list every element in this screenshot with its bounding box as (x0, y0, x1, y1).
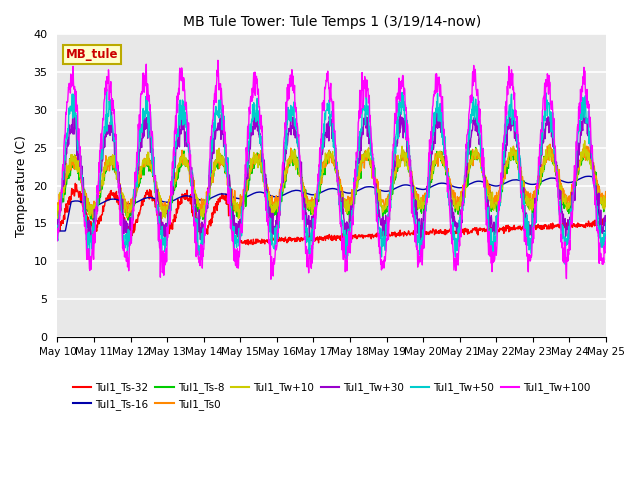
Tul1_Tw+10 (90, 219, 97, 225)
Tul1_Tw+50 (417, 240, 425, 246)
Line: Tul1_Tw+10: Tul1_Tw+10 (58, 141, 606, 222)
Line: Tul1_Ts-32: Tul1_Ts-32 (58, 183, 606, 245)
Tul1_Tw+100 (162, 246, 170, 252)
Tul1_Tw+50 (103, 86, 111, 92)
Tul1_Tw+30 (602, 224, 610, 229)
Tul1_Ts-8 (538, 174, 545, 180)
Tul1_Tw+30 (538, 153, 545, 158)
Tul1_Ts-32 (490, 228, 497, 234)
Tul1_Tw+100 (214, 58, 222, 63)
Tul1_Ts-32 (176, 199, 184, 205)
Tul1_Tw+30 (489, 227, 497, 232)
Tul1_Tw+100 (267, 276, 275, 282)
Tul1_Ts-32 (538, 227, 545, 232)
Tul1_Tw+50 (538, 145, 545, 151)
Tul1_Tw+30 (125, 241, 132, 247)
Tul1_Ts-8 (546, 144, 554, 150)
Tul1_Ts0 (163, 209, 170, 215)
Tul1_Ts0 (538, 162, 545, 168)
Tul1_Ts-8 (489, 198, 497, 204)
Tul1_Tw+30 (417, 218, 425, 224)
Tul1_Ts-32 (237, 240, 245, 246)
Tul1_Tw+50 (176, 122, 184, 128)
Line: Tul1_Ts-16: Tul1_Ts-16 (58, 176, 606, 231)
Tul1_Ts-16 (488, 182, 496, 188)
Tul1_Tw+50 (489, 239, 497, 245)
Tul1_Tw+10 (489, 201, 497, 207)
Tul1_Ts0 (90, 215, 97, 221)
Tul1_Tw+100 (490, 259, 497, 265)
Tul1_Tw+30 (506, 108, 513, 114)
Tul1_Ts-32 (163, 228, 170, 233)
Tul1_Ts-8 (163, 208, 170, 214)
Tul1_Tw+50 (602, 220, 610, 226)
Tul1_Tw+10 (538, 166, 545, 172)
Line: Tul1_Ts-8: Tul1_Ts-8 (58, 147, 606, 223)
Tul1_Tw+100 (538, 129, 545, 135)
Tul1_Tw+30 (54, 223, 61, 228)
Line: Tul1_Tw+50: Tul1_Tw+50 (58, 89, 606, 264)
Tul1_Ts-16 (417, 186, 424, 192)
Tul1_Tw+10 (417, 194, 425, 200)
Tul1_Ts-8 (602, 197, 610, 203)
Tul1_Tw+50 (163, 242, 170, 248)
Tul1_Tw+50 (54, 236, 61, 241)
Tul1_Tw+30 (176, 131, 184, 136)
Tul1_Ts-8 (55, 220, 63, 226)
Tul1_Tw+10 (176, 160, 184, 166)
Tul1_Ts-8 (176, 166, 184, 172)
Tul1_Tw+100 (418, 242, 426, 248)
Tul1_Ts0 (602, 195, 610, 201)
Tul1_Tw+30 (237, 219, 245, 225)
Line: Tul1_Tw+100: Tul1_Tw+100 (58, 60, 606, 279)
Tul1_Tw+100 (54, 238, 61, 243)
Title: MB Tule Tower: Tule Temps 1 (3/19/14-now): MB Tule Tower: Tule Temps 1 (3/19/14-now… (182, 15, 481, 29)
Legend: Tul1_Ts-32, Tul1_Ts-16, Tul1_Ts-8, Tul1_Ts0, Tul1_Tw+10, Tul1_Tw+30, Tul1_Tw+50,: Tul1_Ts-32, Tul1_Ts-16, Tul1_Ts-8, Tul1_… (68, 378, 595, 414)
Tul1_Ts0 (54, 207, 61, 213)
Tul1_Ts-32 (602, 222, 610, 228)
Tul1_Ts-32 (54, 219, 61, 225)
Tul1_Tw+10 (602, 196, 610, 202)
Tul1_Ts0 (489, 195, 497, 201)
Tul1_Ts-16 (54, 228, 61, 234)
Tul1_Ts-16 (237, 196, 244, 202)
Tul1_Ts-16 (162, 199, 170, 205)
Tul1_Tw+50 (561, 262, 569, 267)
Line: Tul1_Tw+30: Tul1_Tw+30 (58, 111, 606, 244)
Tul1_Ts-32 (418, 231, 426, 237)
Y-axis label: Temperature (C): Temperature (C) (15, 135, 28, 237)
Tul1_Tw+30 (163, 231, 170, 237)
Tul1_Ts-16 (537, 179, 545, 185)
Tul1_Tw+50 (237, 221, 245, 227)
Text: MB_tule: MB_tule (66, 48, 118, 61)
Tul1_Ts-32 (72, 180, 79, 186)
Tul1_Ts-8 (54, 204, 61, 209)
Line: Tul1_Ts0: Tul1_Ts0 (58, 144, 606, 218)
Tul1_Ts-8 (237, 206, 245, 212)
Tul1_Tw+10 (54, 204, 61, 210)
Tul1_Ts-32 (244, 242, 252, 248)
Tul1_Ts0 (417, 199, 425, 204)
Tul1_Tw+10 (581, 138, 589, 144)
Tul1_Ts-8 (417, 204, 425, 210)
Tul1_Tw+100 (602, 234, 610, 240)
Tul1_Ts-16 (585, 173, 593, 179)
Tul1_Ts0 (176, 163, 184, 169)
Tul1_Ts-16 (175, 194, 183, 200)
Tul1_Tw+100 (237, 227, 245, 233)
Tul1_Tw+10 (163, 204, 170, 209)
Tul1_Tw+10 (237, 207, 245, 213)
Tul1_Ts-16 (602, 228, 610, 234)
Tul1_Ts0 (237, 209, 245, 215)
Tul1_Tw+100 (175, 73, 183, 79)
Tul1_Ts0 (546, 141, 554, 147)
